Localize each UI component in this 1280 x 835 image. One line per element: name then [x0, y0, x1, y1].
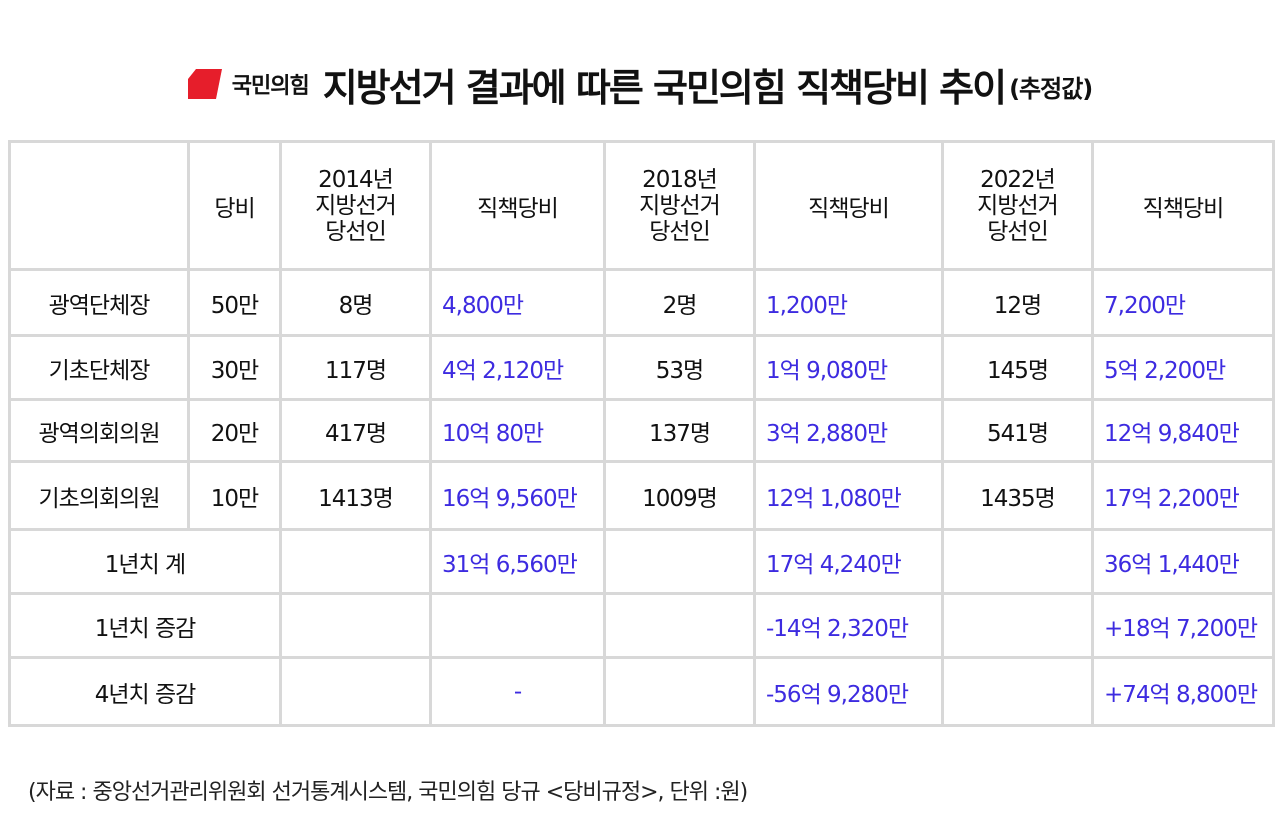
- duty-2018: 3억 2,880만: [753, 398, 944, 463]
- summary-2014: [429, 592, 606, 659]
- fee-cell: 20만: [187, 398, 282, 463]
- empty-cell: [941, 592, 1094, 659]
- count-2022: 541명: [941, 398, 1094, 463]
- party-name: 국민의힘: [231, 74, 310, 99]
- duty-2022: 17억 2,200만: [1091, 460, 1275, 531]
- summary-label: 1년치 계: [8, 528, 282, 595]
- duty-2014: 4,800만: [429, 268, 606, 337]
- header-2022: 2022년 지방선거 당선인: [941, 140, 1094, 271]
- header-2018: 2018년 지방선거 당선인: [603, 140, 756, 271]
- summary-row: 1년치 계 31억 6,560만 17억 4,240만 36억 1,440만: [8, 528, 1275, 595]
- duty-2014: 4억 2,120만: [429, 334, 606, 401]
- header-fee: 당비: [187, 140, 282, 271]
- count-2014: 1413명: [279, 460, 432, 531]
- page-header: 국민의힘 지방선거 결과에 따른 국민의힘 직책당비 추이 (추정값): [0, 52, 1280, 116]
- empty-cell: [603, 528, 756, 595]
- summary-2022: +74억 8,800만: [1091, 656, 1275, 727]
- row-label: 기초단체장: [8, 334, 190, 401]
- summary-2014: 31억 6,560만: [429, 528, 606, 595]
- summary-2018: -56억 9,280만: [753, 656, 944, 727]
- empty-cell: [279, 528, 432, 595]
- duty-2014: 10억 80만: [429, 398, 606, 463]
- table-row: 광역단체장 50만 8명 4,800만 2명 1,200만 12명 7,200만: [8, 268, 1275, 337]
- row-label: 광역단체장: [8, 268, 190, 337]
- header-duty-2022: 직책당비: [1091, 140, 1275, 271]
- summary-row: 4년치 증감 - -56억 9,280만 +74억 8,800만: [8, 656, 1275, 727]
- empty-cell: [941, 656, 1094, 727]
- count-2014: 8명: [279, 268, 432, 337]
- empty-cell: [603, 656, 756, 727]
- count-2014: 117명: [279, 334, 432, 401]
- header-2014: 2014년 지방선거 당선인: [279, 140, 432, 271]
- count-2018: 53명: [603, 334, 756, 401]
- row-label: 광역의회의원: [8, 398, 190, 463]
- summary-2014: -: [429, 656, 606, 727]
- summary-label: 1년치 증감: [8, 592, 282, 659]
- summary-2018: 17억 4,240만: [753, 528, 944, 595]
- summary-2022: +18억 7,200만: [1091, 592, 1275, 659]
- duty-2022: 7,200만: [1091, 268, 1275, 337]
- duty-2022: 12억 9,840만: [1091, 398, 1275, 463]
- empty-cell: [603, 592, 756, 659]
- count-2018: 1009명: [603, 460, 756, 531]
- summary-row: 1년치 증감 -14억 2,320만 +18억 7,200만: [8, 592, 1275, 659]
- page-title: 지방선거 결과에 따른 국민의힘 직책당비 추이: [322, 65, 1007, 110]
- duty-2018: 12억 1,080만: [753, 460, 944, 531]
- fee-cell: 50만: [187, 268, 282, 337]
- fee-cell: 30만: [187, 334, 282, 401]
- table-row: 기초단체장 30만 117명 4억 2,120만 53명 1억 9,080만 1…: [8, 334, 1275, 401]
- count-2018: 2명: [603, 268, 756, 337]
- row-label: 기초의회의원: [8, 460, 190, 531]
- empty-cell: [941, 528, 1094, 595]
- page-subtitle: (추정값): [1009, 75, 1093, 103]
- table-row: 광역의회의원 20만 417명 10억 80만 137명 3억 2,880만 5…: [8, 398, 1275, 463]
- count-2022: 1435명: [941, 460, 1094, 531]
- source-note: (자료 : 중앙선거관리위원회 선거통계시스템, 국민의힘 당규 <당비규정>,…: [28, 780, 748, 805]
- table-row: 기초의회의원 10만 1413명 16억 9,560만 1009명 12억 1,…: [8, 460, 1275, 531]
- duty-fee-table: 당비 2014년 지방선거 당선인 직책당비 2018년 지방선거 당선인 직책당비 2…: [8, 140, 1275, 727]
- duty-2018: 1,200만: [753, 268, 944, 337]
- empty-cell: [279, 656, 432, 727]
- empty-cell: [279, 592, 432, 659]
- count-2014: 417명: [279, 398, 432, 463]
- count-2022: 145명: [941, 334, 1094, 401]
- summary-2022: 36억 1,440만: [1091, 528, 1275, 595]
- duty-2014: 16억 9,560만: [429, 460, 606, 531]
- duty-2022: 5억 2,200만: [1091, 334, 1275, 401]
- fee-cell: 10만: [187, 460, 282, 531]
- header-empty-cell: [8, 140, 190, 271]
- count-2022: 12명: [941, 268, 1094, 337]
- header-duty-2018: 직책당비: [753, 140, 944, 271]
- party-logo-icon: [187, 69, 222, 99]
- summary-label: 4년치 증감: [8, 656, 282, 727]
- table-header-row: 당비 2014년 지방선거 당선인 직책당비 2018년 지방선거 당선인 직책당비 2…: [8, 140, 1275, 271]
- count-2018: 137명: [603, 398, 756, 463]
- duty-2018: 1억 9,080만: [753, 334, 944, 401]
- summary-2018: -14억 2,320만: [753, 592, 944, 659]
- header-duty-2014: 직책당비: [429, 140, 606, 271]
